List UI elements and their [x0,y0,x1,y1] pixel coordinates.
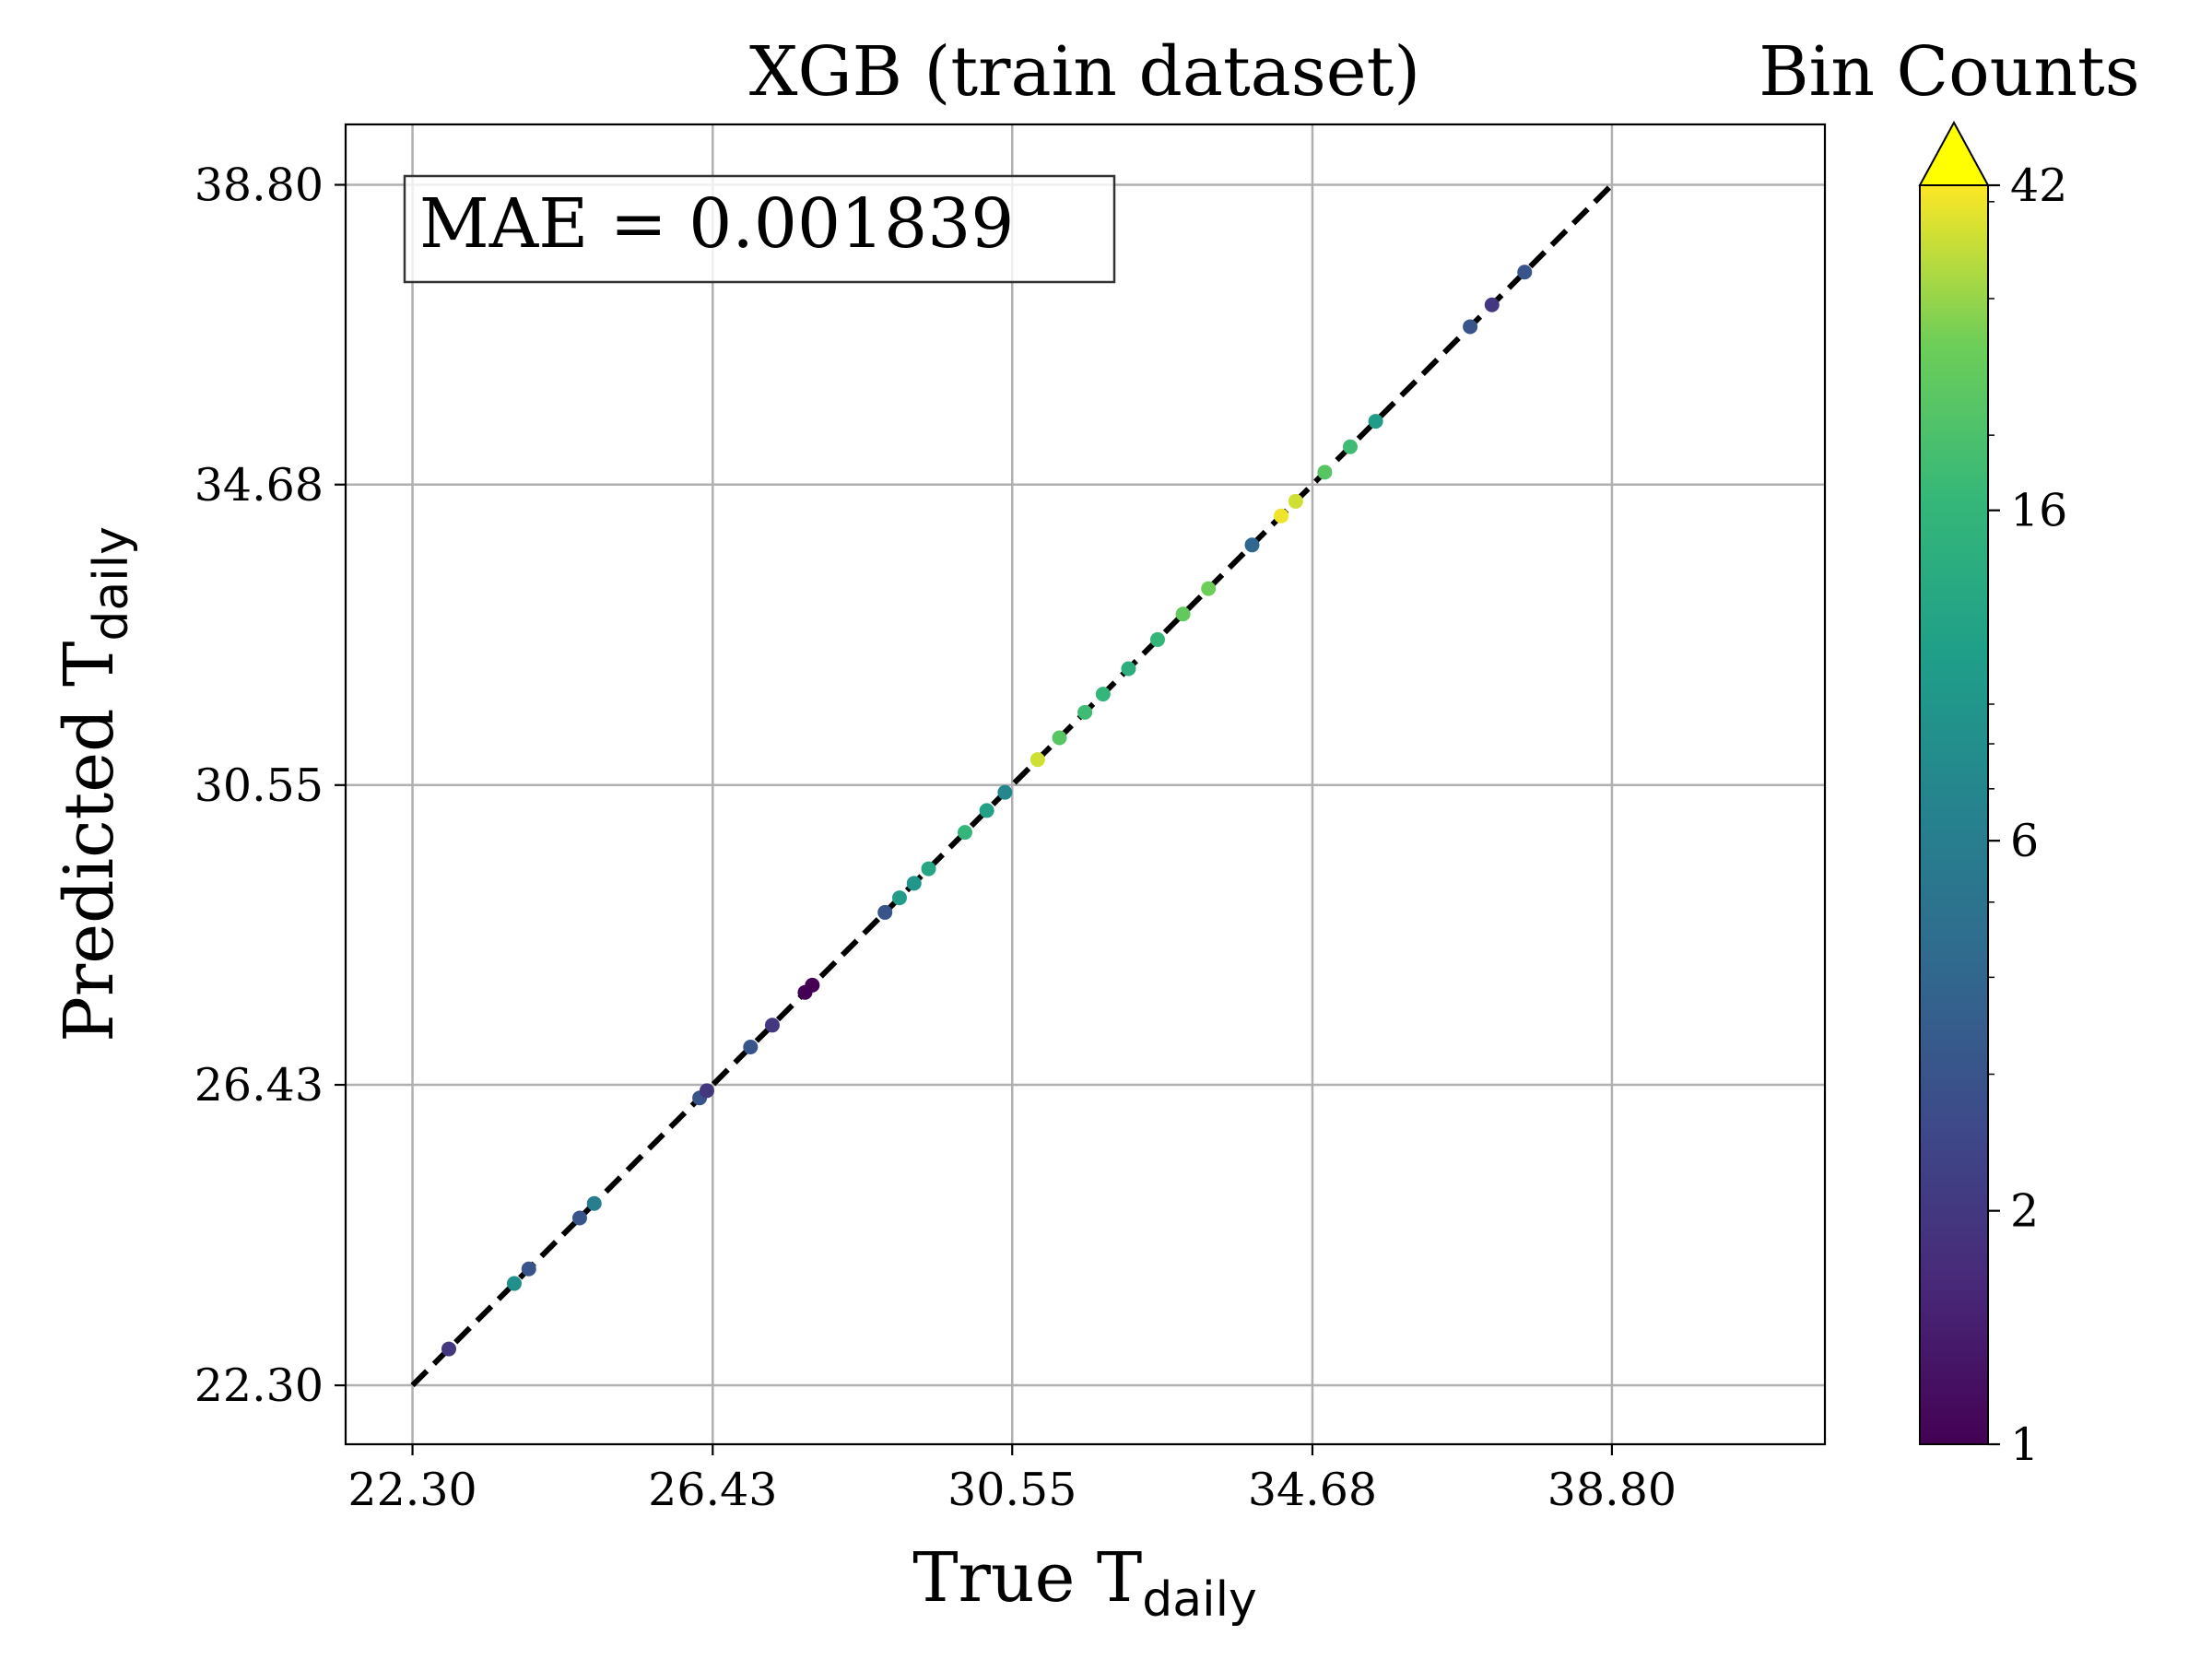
scatter-point [1149,631,1165,647]
scatter-point [1030,752,1045,768]
x-tick-label: 22.30 [347,1464,477,1516]
scatter-point [1484,297,1500,312]
y-tick-label: 22.30 [194,1359,324,1412]
colorbar-title: Bin Counts [1759,32,2139,112]
colorbar-tick-label: 42 [2010,159,2067,212]
scatter-point [997,784,1013,800]
scatter-point [506,1276,522,1291]
x-tick-label: 30.55 [947,1464,1077,1516]
x-axis-ticks: 22.30 26.43 30.55 34.68 38.80 [347,1444,1677,1516]
colorbar-tick-label: 16 [2010,485,2067,537]
scatter-point [1317,465,1333,480]
scatter-point [571,1210,587,1226]
scatter-point [1274,508,1289,524]
scatter-point [1463,319,1478,335]
mae-annotation: MAE = 0.001839 [419,184,1014,264]
scatter-point [1342,439,1358,454]
chart-title: XGB (train dataset) [749,32,1420,112]
x-tick-label: 26.43 [648,1464,777,1516]
identity-reference-line [410,182,1615,1388]
scatter-point [1244,537,1260,553]
scatter-point [1288,493,1303,509]
scatter-point [877,904,893,920]
scatter-point [586,1195,602,1211]
x-axis-label: True Tdaily [912,1538,1257,1628]
scatter-point [1052,730,1067,746]
x-axis-label-subscript: daily [1142,1572,1257,1628]
scatter-point [891,890,907,906]
x-axis-label-main: True T [912,1538,1142,1618]
scatter-point [921,861,936,877]
scatter-point [1121,661,1136,677]
scatter-point [1517,265,1533,280]
y-axis-label-main: Predicted T [50,641,129,1042]
y-axis-ticks: 22.30 26.43 30.55 34.68 38.80 [194,159,346,1412]
scatter-point [906,876,922,891]
y-tick-label: 26.43 [194,1059,324,1112]
y-tick-label: 30.55 [194,759,324,812]
colorbar-ticks: 42 16 6 2 1 [1988,159,2067,1471]
scatter-point [1368,414,1383,429]
scatter-point [957,825,972,841]
scatter-point [979,803,994,818]
scatter-point [764,1018,780,1033]
scatter-point [805,977,820,993]
colorbar-gradient [1919,184,1989,1445]
scatter-points [441,265,1533,1357]
y-axis-label-subscript: daily [84,526,139,641]
y-tick-label: 38.80 [194,159,324,212]
scatter-point [1201,581,1217,596]
colorbar-tick-label: 1 [2010,1418,2039,1471]
scatter-point [1175,606,1191,622]
mae-annotation-box [403,174,1116,284]
scatter-point [1095,687,1111,702]
colorbar-tick-label: 6 [2010,815,2039,867]
x-tick-label: 34.68 [1248,1464,1377,1516]
y-axis-label: Predicted Tdaily [50,526,139,1042]
y-tick-label: 34.68 [194,459,324,512]
colorbar-tick-label: 2 [2010,1185,2039,1238]
colorbar-extend-arrow [1918,120,1990,186]
x-tick-label: 38.80 [1547,1464,1677,1516]
scatter-point [1077,704,1093,720]
scatter-point [699,1083,714,1099]
colorbar: Bin Counts 42 16 6 2 1 [1759,32,2139,1471]
scatter-point [743,1039,759,1054]
scatter-point [521,1261,536,1277]
scatter-point [441,1341,456,1357]
